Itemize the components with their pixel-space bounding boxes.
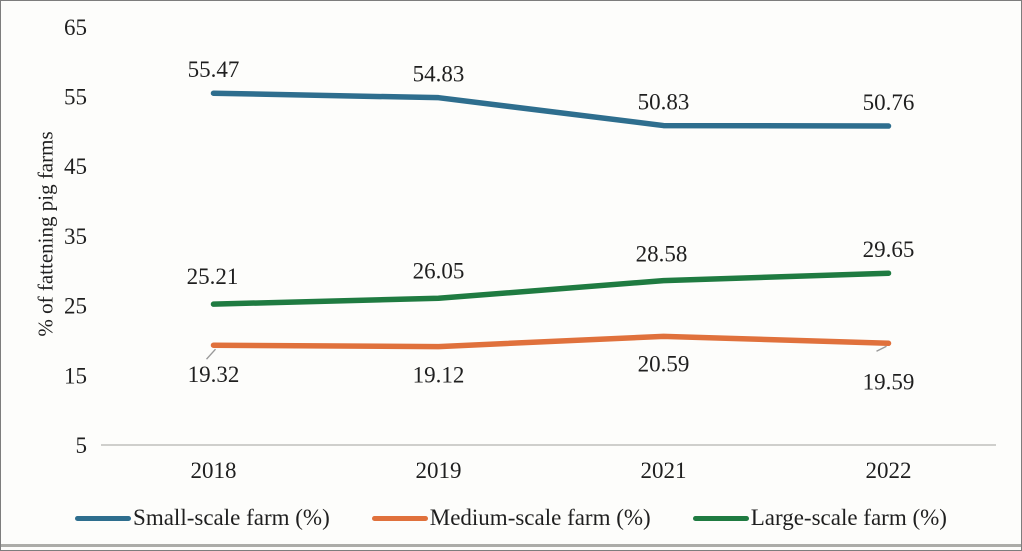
legend-item-large-scale: Large-scale farm (%) bbox=[692, 505, 947, 531]
data-label-small-scale: 55.47 bbox=[188, 57, 240, 82]
data-label-leader-line bbox=[876, 345, 887, 352]
legend-label-small-scale: Small-scale farm (%) bbox=[133, 505, 330, 530]
medium-scale-line-swatch bbox=[371, 515, 428, 521]
data-label-large-scale: 29.65 bbox=[863, 237, 915, 262]
data-label-large-scale: 28.58 bbox=[636, 242, 688, 267]
x-axis-label: 2019 bbox=[416, 458, 462, 483]
x-axis-label: 2021 bbox=[641, 458, 687, 483]
y-tick-label: 5 bbox=[76, 433, 88, 458]
data-label-large-scale: 25.21 bbox=[187, 264, 239, 289]
legend-item-small-scale: Small-scale farm (%) bbox=[75, 505, 330, 531]
y-tick-label: 65 bbox=[64, 15, 87, 40]
data-label-small-scale: 50.76 bbox=[863, 90, 915, 115]
bottom-divider bbox=[1, 544, 1021, 547]
large-scale-line-swatch bbox=[692, 515, 749, 521]
series-line-small-scale bbox=[210, 90, 892, 129]
data-label-medium-scale: 19.59 bbox=[863, 369, 915, 394]
x-axis-label: 2018 bbox=[191, 458, 237, 483]
legend: Small-scale farm (%) Medium-scale farm (… bbox=[1, 505, 1021, 531]
data-label-leader-line bbox=[205, 348, 217, 360]
data-label-medium-scale: 19.12 bbox=[413, 363, 465, 388]
legend-label-large-scale: Large-scale farm (%) bbox=[750, 505, 947, 530]
data-label-medium-scale: 20.59 bbox=[638, 351, 690, 376]
data-label-small-scale: 54.83 bbox=[413, 62, 465, 87]
y-tick-label: 15 bbox=[64, 363, 87, 388]
series-line-medium-scale bbox=[210, 333, 892, 350]
data-label-large-scale: 26.05 bbox=[413, 258, 465, 283]
y-tick-label: 25 bbox=[64, 294, 87, 319]
legend-item-medium-scale: Medium-scale farm (%) bbox=[371, 505, 651, 531]
y-tick-label: 35 bbox=[64, 224, 87, 249]
y-tick-label: 45 bbox=[64, 154, 87, 179]
data-label-medium-scale: 19.32 bbox=[188, 362, 240, 387]
y-tick-label: 55 bbox=[64, 85, 87, 110]
x-axis-label: 2022 bbox=[866, 458, 912, 483]
small-scale-line-swatch bbox=[75, 515, 132, 521]
data-label-small-scale: 50.83 bbox=[638, 90, 690, 115]
series-line-large-scale bbox=[210, 270, 892, 307]
legend-label-medium-scale: Medium-scale farm (%) bbox=[429, 505, 651, 530]
